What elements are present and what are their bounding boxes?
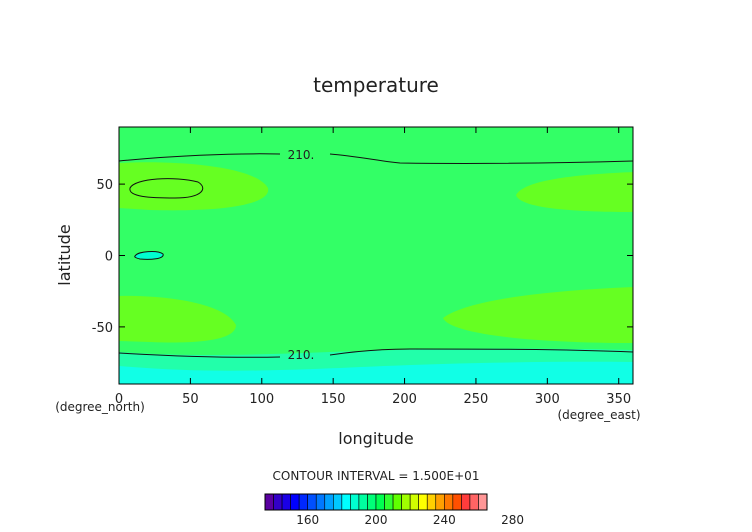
colorbar-swatch [290, 493, 300, 511]
x-tick-label: 0 [115, 392, 123, 407]
y-axis: -50 0 50 [92, 178, 633, 336]
colorbar-swatch [409, 493, 419, 511]
y-axis-label: latitude [55, 224, 74, 285]
x-axis: 0 50 100 150 200 250 300 350 [115, 127, 631, 407]
colorbar-swatch [426, 493, 437, 511]
colorbar-swatch [452, 493, 462, 511]
colorbar-swatch [435, 493, 445, 511]
colorbar-swatch [392, 493, 402, 511]
colorbar-swatch [469, 493, 479, 511]
x-tick-label: 150 [321, 392, 346, 407]
colorbar: 160 200 240 280 [264, 493, 524, 527]
contour-closed-small [134, 251, 164, 260]
colorbar-swatch [358, 493, 368, 511]
colorbar-tick-label: 240 [433, 513, 456, 527]
plot-area [119, 127, 633, 384]
colorbar-swatch [264, 493, 274, 511]
colorbar-tick-label: 160 [296, 513, 319, 527]
contour-south-210 [119, 348, 633, 358]
x-axis-label: longitude [338, 429, 413, 448]
colorbar-swatch [367, 493, 377, 511]
y-tick-label: 0 [105, 250, 113, 265]
x-tick-label: 50 [182, 392, 199, 407]
colorbar-swatch [298, 493, 308, 511]
colorbar-swatch [384, 493, 394, 511]
colorbar-swatch [444, 493, 454, 511]
colorbar-swatch [341, 493, 351, 511]
chart-title: temperature [313, 73, 439, 97]
field-south-polar [119, 361, 633, 384]
colorbar-tick-label: 280 [501, 513, 524, 527]
colorbar-swatch [333, 493, 343, 511]
colorbar-swatch [401, 493, 411, 511]
y-tick-label: -50 [92, 321, 113, 336]
x-tick-label: 250 [464, 392, 489, 407]
colorbar-swatch [418, 493, 428, 511]
contour-closed-nw [129, 178, 204, 199]
colorbar-frame [264, 493, 488, 511]
contour-label-south: 210. [288, 348, 315, 362]
contour-interval: CONTOUR INTERVAL = 1.500E+01 [273, 469, 480, 483]
field-warm-sw [119, 295, 236, 343]
colorbar-swatch [350, 493, 360, 511]
x-tick-label: 200 [392, 392, 417, 407]
colorbar-swatch [324, 493, 334, 511]
colorbar-swatch [315, 493, 326, 511]
colorbar-swatch [375, 493, 385, 511]
contour-north-210 [119, 153, 633, 164]
x-axis-units: (degree_east) [557, 408, 640, 422]
colorbar-swatch [281, 493, 291, 511]
colorbar-swatch [461, 493, 471, 511]
contour-label-north: 210. [288, 148, 315, 162]
x-tick-label: 300 [535, 392, 560, 407]
colorbar-swatch [478, 493, 488, 511]
y-axis-units: (degree_north) [55, 400, 145, 414]
field-warm-se [443, 287, 633, 343]
x-tick-label: 350 [606, 392, 631, 407]
colorbar-swatch [307, 493, 317, 511]
colorbar-tick-label: 200 [365, 513, 388, 527]
field-warm-ne [516, 172, 633, 212]
y-tick-label: 50 [96, 178, 113, 193]
x-tick-label: 100 [249, 392, 274, 407]
field-warm-nw [119, 162, 269, 211]
colorbar-swatch [273, 493, 283, 511]
